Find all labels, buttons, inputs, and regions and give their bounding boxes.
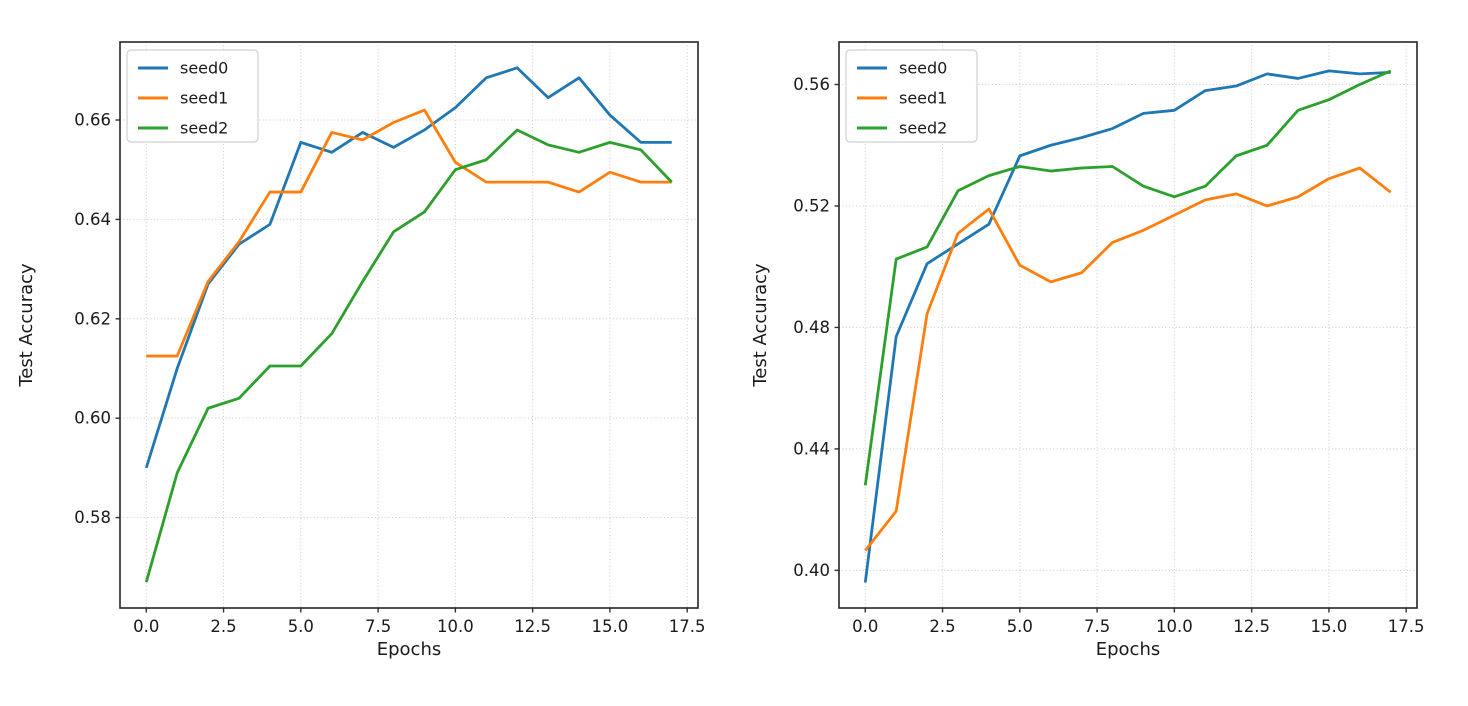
y-axis-label: Test Accuracy xyxy=(16,263,37,388)
series-line-seed1 xyxy=(146,108,672,358)
left-chart-panel: 0.0 2.5 5.0 7.5 10.0 12.5 15.0 17.5 0.58 0.60 0.62… xyxy=(16,41,706,660)
x-tick-label: 12.5 xyxy=(1233,617,1270,636)
x-tick-label: 10.0 xyxy=(437,617,474,636)
x-tick-label: 15.0 xyxy=(1311,617,1348,636)
legend-label-seed2: seed2 xyxy=(899,119,947,138)
y-tick-label: 0.58 xyxy=(74,508,111,527)
x-axis-label: Epochs xyxy=(1096,639,1161,660)
y-tick-label: 0.52 xyxy=(793,196,830,215)
series-line-seed1 xyxy=(864,166,1392,552)
x-tick-label: 5.0 xyxy=(288,617,314,636)
legend-label-seed1: seed1 xyxy=(899,89,947,108)
y-axis-label: Test Accuracy xyxy=(750,263,771,388)
y-tick-label: 0.66 xyxy=(74,111,111,130)
legend-label-seed1: seed1 xyxy=(180,89,228,108)
x-tick-label: 0.0 xyxy=(133,617,159,636)
y-tick-label: 0.48 xyxy=(793,318,830,337)
legend-label-seed0: seed0 xyxy=(180,59,228,78)
x-tick-label: 10.0 xyxy=(1156,617,1193,636)
x-tick-label: 12.5 xyxy=(514,617,551,636)
plot-border xyxy=(838,41,1418,609)
x-tick-label: 7.5 xyxy=(1084,617,1110,636)
plot-border xyxy=(119,41,699,609)
x-tick-label: 17.5 xyxy=(1388,617,1425,636)
y-tick-label: 0.64 xyxy=(74,210,111,229)
legend-label-seed0: seed0 xyxy=(899,59,947,78)
left-chart-svg: 0.0 2.5 5.0 7.5 10.0 12.5 15.0 17.5 0.58 0.60 0.62… xyxy=(16,41,706,660)
series-line-seed0 xyxy=(144,66,672,469)
legend-label-seed2: seed2 xyxy=(180,119,228,138)
series-line-seed2 xyxy=(144,128,673,583)
y-tick-label: 0.60 xyxy=(74,409,111,428)
right-chart-panel: 0.0 2.5 5.0 7.5 10.0 12.5 15.0 17.5 0.40 0.44 0.48… xyxy=(734,0,1468,706)
y-tick-label: 0.62 xyxy=(74,309,111,328)
x-tick-label: 2.5 xyxy=(210,617,236,636)
series-line-seed0 xyxy=(863,69,1391,583)
x-tick-label: 15.0 xyxy=(592,617,629,636)
y-tick-label: 0.44 xyxy=(793,439,830,458)
legend-box xyxy=(845,49,978,143)
legend-box xyxy=(126,49,259,143)
y-tick-label: 0.40 xyxy=(793,561,830,580)
x-axis-label: Epochs xyxy=(377,639,442,660)
y-tick-label: 0.56 xyxy=(793,75,830,94)
right-chart-svg: 0.0 2.5 5.0 7.5 10.0 12.5 15.0 17.5 0.40 0.44 0.48… xyxy=(750,41,1425,660)
x-tick-label: 7.5 xyxy=(365,617,391,636)
x-tick-label: 2.5 xyxy=(929,617,955,636)
x-tick-label: 17.5 xyxy=(669,617,706,636)
x-tick-label: 5.0 xyxy=(1007,617,1033,636)
x-tick-label: 0.0 xyxy=(852,617,878,636)
series-line-seed2 xyxy=(863,69,1392,486)
